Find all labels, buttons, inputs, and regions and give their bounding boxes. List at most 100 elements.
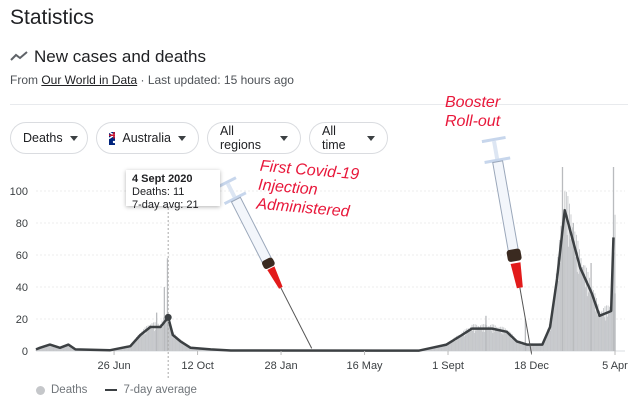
deaths-bar	[433, 347, 435, 351]
booster-annotation: Booster Roll-out	[445, 93, 500, 131]
deaths-bar	[613, 252, 615, 351]
deaths-bar	[136, 339, 138, 351]
deaths-bar	[509, 335, 511, 351]
deaths-bar	[453, 338, 454, 351]
section-title: New cases and deaths	[34, 47, 206, 66]
deaths-bar	[526, 344, 528, 351]
legend-average[interactable]: 7-day average	[123, 384, 197, 396]
deaths-bar	[440, 345, 442, 351]
deaths-bar	[488, 326, 490, 351]
deaths-bar	[602, 314, 604, 351]
deaths-bar	[516, 340, 518, 351]
deaths-bar	[511, 338, 512, 351]
deaths-bar	[592, 290, 594, 351]
deaths-bar	[524, 343, 526, 351]
deaths-bar	[58, 347, 59, 351]
deaths-bar	[47, 344, 49, 351]
deaths-bar	[556, 284, 558, 351]
deaths-bar	[482, 331, 484, 351]
deaths-bar	[538, 343, 540, 351]
time-range-label: All time	[322, 124, 346, 152]
deaths-bar	[431, 347, 433, 351]
deaths-bar	[570, 214, 572, 351]
deaths-bar	[149, 325, 151, 351]
deaths-bar	[189, 347, 191, 351]
deaths-bar	[500, 326, 502, 351]
deaths-bar	[429, 348, 431, 351]
deaths-bar	[159, 325, 161, 351]
deaths-bar	[134, 339, 136, 351]
deaths-bar	[186, 344, 188, 351]
deaths-bar	[143, 334, 145, 351]
syringe-icon	[217, 176, 313, 349]
source-line: From Our World in Data · Last updated: 1…	[10, 73, 294, 87]
deaths-bar	[538, 345, 539, 351]
deaths-bar	[569, 239, 571, 351]
deaths-bar	[561, 167, 564, 351]
deaths-bar	[188, 346, 190, 351]
deaths-bar	[507, 332, 509, 351]
metric-dropdown[interactable]: Deaths	[10, 122, 88, 154]
deaths-bar	[568, 246, 570, 351]
deaths-bar	[165, 322, 167, 351]
source-link[interactable]: Our World in Data	[41, 73, 138, 87]
y-tick-label: 40	[16, 282, 28, 294]
deaths-bar	[541, 345, 543, 351]
deaths-bar	[46, 345, 48, 351]
deaths-bar	[534, 344, 536, 351]
deaths-bar	[463, 330, 464, 351]
deaths-bar	[524, 319, 527, 351]
chart-legend: Deaths 7-day average	[36, 384, 197, 396]
deaths-bar	[197, 348, 199, 351]
deaths-bar	[428, 348, 430, 351]
tooltip-deaths: Deaths: 11	[132, 186, 185, 198]
legend-deaths[interactable]: Deaths	[51, 384, 88, 396]
region-dropdown[interactable]: All regions	[207, 122, 301, 154]
deaths-bar	[68, 345, 69, 351]
deaths-bar	[503, 327, 505, 351]
deaths-bar	[155, 312, 158, 351]
deaths-bar	[580, 258, 582, 351]
deaths-bar	[130, 344, 132, 351]
deaths-bar	[517, 340, 519, 351]
deaths-bar	[449, 341, 451, 351]
country-label: Australia	[122, 131, 171, 145]
deaths-bar	[567, 195, 569, 351]
deaths-bar	[150, 324, 151, 351]
deaths-bar	[163, 287, 166, 351]
deaths-bar	[545, 333, 547, 351]
deaths-bar	[608, 312, 610, 351]
deaths-bar	[606, 305, 607, 351]
caret-down-icon	[69, 135, 78, 141]
deaths-bar	[458, 336, 460, 351]
deaths-bar	[181, 340, 183, 351]
deaths-bar	[591, 288, 593, 351]
time-range-dropdown[interactable]: All time	[309, 122, 388, 154]
deaths-bar	[486, 325, 488, 351]
deaths-bar	[122, 347, 124, 351]
deaths-bar	[434, 346, 436, 351]
deaths-bar	[582, 267, 584, 351]
deaths-bar	[575, 234, 577, 351]
first-injection-annotation: First Covid-19 Injection Administered	[256, 157, 360, 222]
deaths-bar	[557, 256, 559, 351]
trend-line-icon	[10, 51, 28, 61]
deaths-bar	[127, 345, 129, 351]
deaths-bar	[145, 334, 147, 351]
deaths-bar	[180, 339, 182, 351]
deaths-bar	[542, 342, 544, 351]
deaths-bar	[194, 348, 195, 351]
deaths-bar	[456, 338, 458, 351]
deaths-bar	[449, 341, 451, 351]
deaths-bar	[531, 345, 533, 351]
deaths-bar	[125, 347, 127, 351]
deaths-bar	[51, 346, 52, 351]
deaths-bar	[495, 329, 497, 351]
deaths-bar	[597, 303, 599, 351]
deaths-bar	[153, 331, 155, 351]
country-dropdown[interactable]: Australia	[96, 122, 199, 154]
deaths-bar	[504, 332, 505, 351]
syringe-icon	[481, 135, 533, 354]
deaths-bar	[518, 340, 520, 351]
